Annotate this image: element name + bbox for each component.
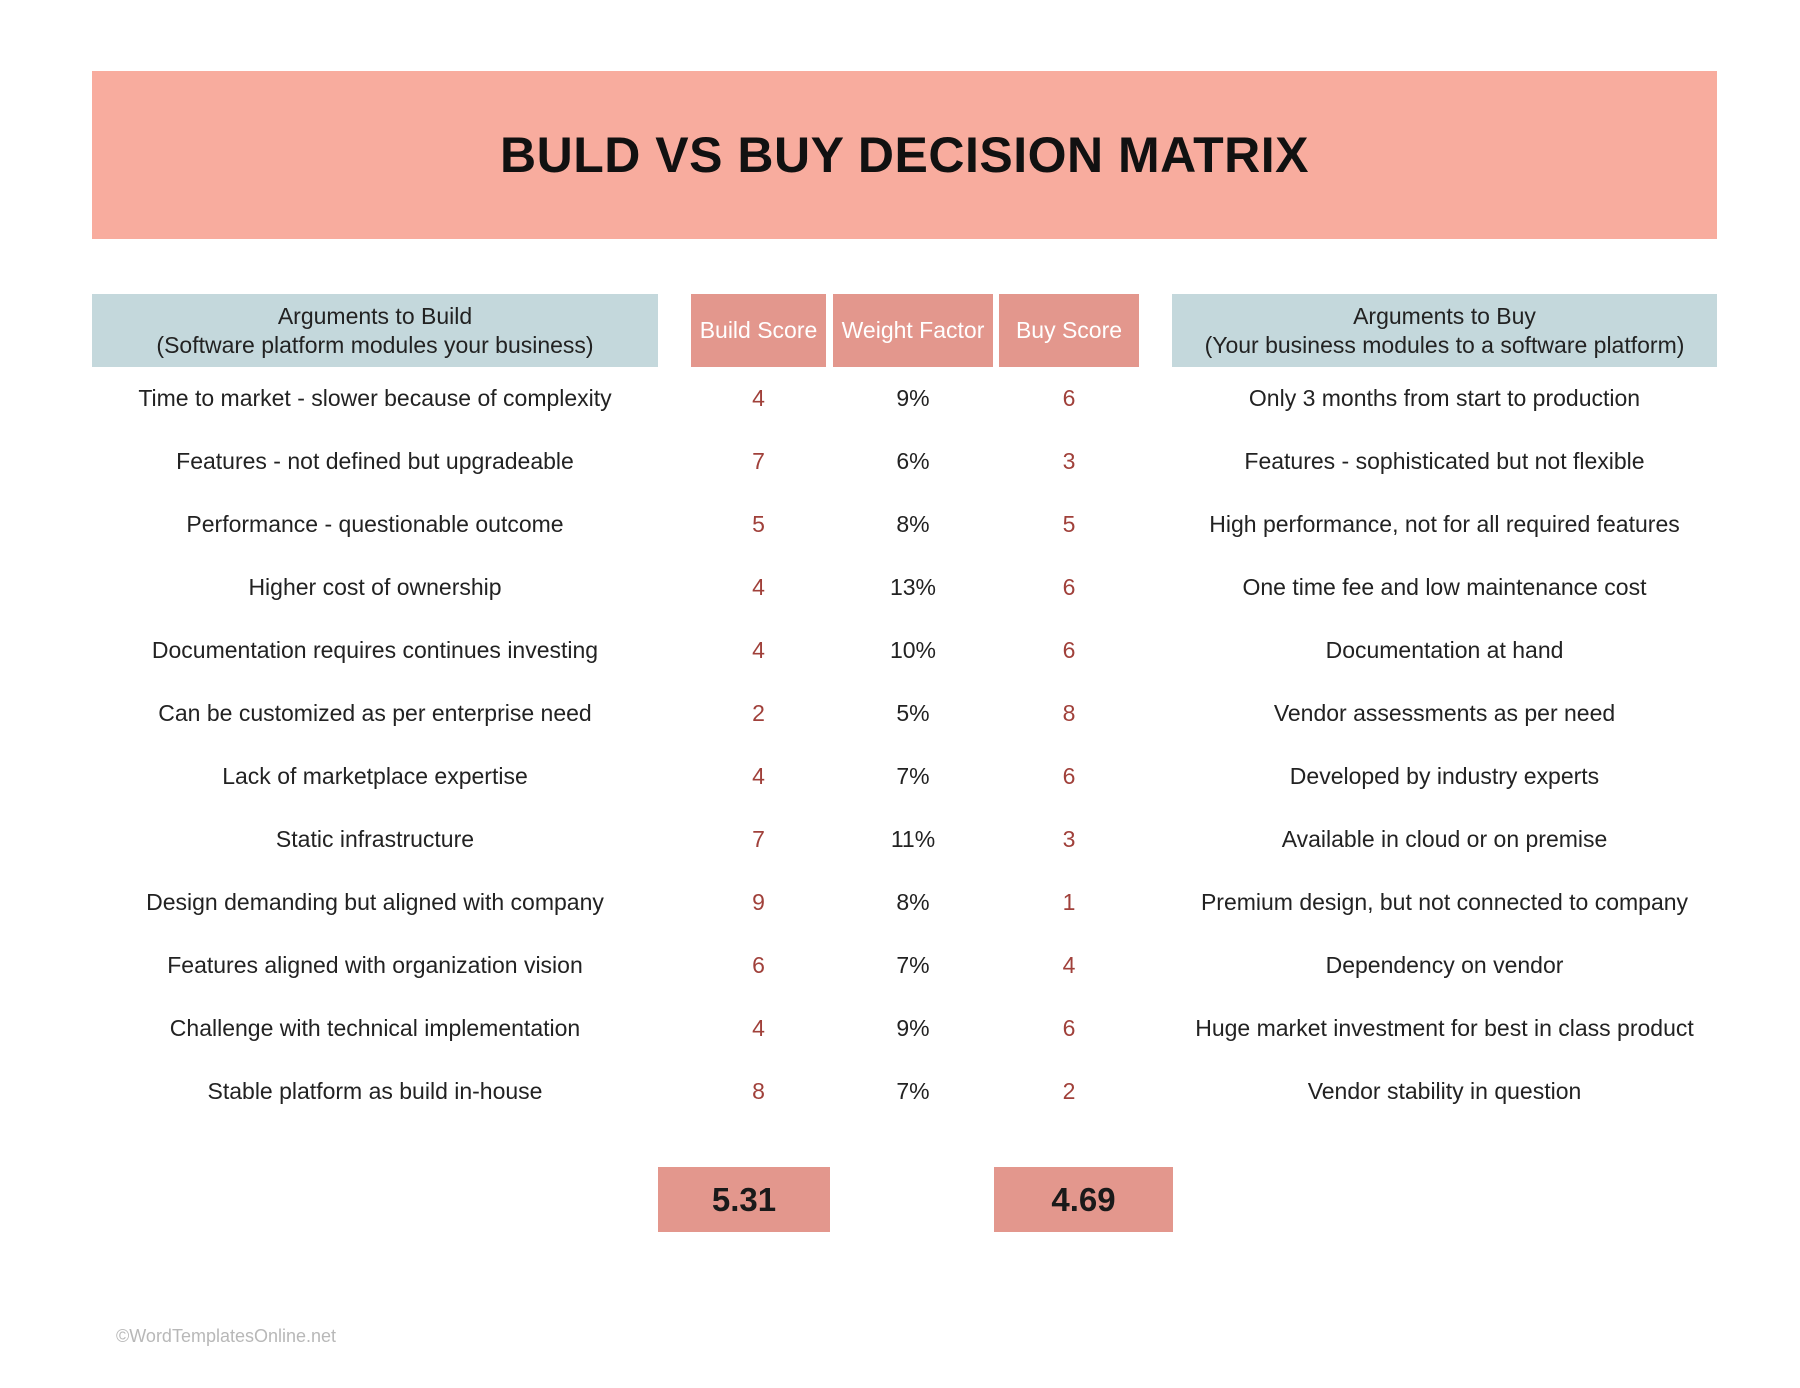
build-score-cell: 4 (752, 1015, 765, 1041)
buy-argument-cell: Only 3 months from start to production (1248, 385, 1641, 411)
footer-copyright: ©WordTemplatesOnline.net (116, 1326, 337, 1346)
build-argument-cell: Static infrastructure (275, 826, 475, 852)
table-row: Documentation requires continues investi… (0, 619, 1800, 682)
title-banner: BULD VS BUY DECISION MATRIX (92, 71, 1717, 239)
buy-score-cell: 6 (1062, 763, 1076, 789)
build-score-cell: 7 (752, 448, 765, 474)
buy-score-cell: 6 (1062, 385, 1076, 411)
build-argument-cell: Lack of marketplace expertise (222, 763, 528, 789)
weight-factor-cell: 11% (890, 826, 936, 852)
buy-argument-cell: One time fee and low maintenance cost (1242, 574, 1647, 600)
buy-argument-cell: Vendor stability in question (1307, 1078, 1582, 1104)
buy-score-cell: 6 (1062, 637, 1076, 663)
build-argument-cell: Features - not defined but upgradeable (176, 448, 574, 474)
buy-argument-cell: Developed by industry experts (1289, 763, 1600, 789)
buy-argument-cell: Documentation at hand (1325, 637, 1564, 663)
header-arguments-to-build: Arguments to Build (Software platform mo… (92, 294, 658, 367)
build-argument-cell: Documentation requires continues investi… (151, 637, 599, 663)
header-arguments-to-buy: Arguments to Buy (Your business modules … (1172, 294, 1717, 367)
table-row: Lack of marketplace expertise 4 7% 6 Develop… (0, 745, 1800, 808)
table-row: Design demanding but aligned with compan… (0, 871, 1800, 934)
total-build-score: 5.31 (658, 1167, 830, 1232)
table-row: Performance - questionable outcome 5 8% 5 Hi… (0, 493, 1800, 556)
weight-factor-cell: 13% (889, 574, 937, 600)
build-argument-cell: Time to market - slower because of compl… (138, 385, 612, 411)
build-argument-cell: Higher cost of ownership (248, 574, 502, 600)
page-title: BULD VS BUY DECISION MATRIX (500, 127, 1309, 183)
build-argument-cell: Design demanding but aligned with compan… (146, 889, 604, 915)
table-row: Static infrastructure 7 11% 3 Available in c… (0, 808, 1800, 871)
header-build-args-line1: Arguments to Build (277, 302, 473, 329)
weight-factor-cell: 7% (896, 763, 930, 789)
weight-factor-cell: 7% (896, 952, 930, 978)
weight-factor-cell: 6% (896, 448, 930, 474)
buy-score-cell: 3 (1062, 448, 1076, 474)
build-score-cell: 6 (752, 952, 765, 978)
weight-factor-cell: 9% (896, 1015, 930, 1041)
buy-score-cell: 4 (1062, 952, 1076, 978)
buy-score-cell: 3 (1062, 826, 1076, 852)
table-row: Higher cost of ownership 4 13% 6 One time fe… (0, 556, 1800, 619)
weight-factor-cell: 7% (896, 1078, 930, 1104)
header-buy-args-line2: (Your business modules to a software pla… (1204, 331, 1685, 358)
build-score-cell: 5 (752, 511, 765, 537)
buy-argument-cell: Huge market investment for best in class… (1195, 1015, 1694, 1041)
buy-argument-cell: Features - sophisticated but not flexibl… (1244, 448, 1645, 474)
buy-score-cell: 1 (1062, 889, 1076, 915)
buy-argument-cell: Premium design, but not connected to com… (1200, 889, 1689, 915)
table-row: Can be customized as per enterprise need… (0, 682, 1800, 745)
buy-score-cell: 5 (1062, 511, 1076, 537)
build-score-cell: 2 (752, 700, 765, 726)
buy-argument-cell: Available in cloud or on premise (1281, 826, 1608, 852)
table-row: Features - not defined but upgradeable 7 6… (0, 430, 1800, 493)
build-score-cell: 9 (752, 889, 765, 915)
build-argument-cell: Can be customized as per enterprise need (158, 700, 592, 726)
build-argument-cell: Features aligned with organization visio… (167, 952, 583, 978)
build-argument-cell: Stable platform as build in-house (207, 1078, 543, 1104)
header-buy-score: Buy Score (999, 294, 1139, 367)
weight-factor-cell: 10% (889, 637, 937, 663)
table-row: Features aligned with organization visio… (0, 934, 1800, 997)
buy-argument-cell: High performance, not for all required f… (1209, 511, 1680, 537)
weight-factor-cell: 8% (896, 511, 930, 537)
build-score-cell: 4 (752, 637, 765, 663)
weight-factor-cell: 5% (896, 700, 930, 726)
header-weight-factor: Weight Factor (833, 294, 993, 367)
weight-factor-cell: 8% (896, 889, 930, 915)
build-argument-cell: Challenge with technical implementation (169, 1015, 581, 1041)
build-score-cell: 8 (752, 1078, 765, 1104)
table-row: Stable platform as build in-house 8 7% 2 Ven… (0, 1060, 1800, 1123)
weight-factor-cell: 9% (896, 385, 930, 411)
table-row: Challenge with technical implementation 4… (0, 997, 1800, 1060)
header-buy-args-line1: Arguments to Buy (1353, 302, 1536, 329)
build-score-cell: 4 (752, 763, 765, 789)
build-score-cell: 4 (752, 385, 765, 411)
buy-score-cell: 6 (1062, 574, 1076, 600)
build-argument-cell: Performance - questionable outcome (186, 511, 564, 537)
table-row: Time to market - slower because of compl… (0, 367, 1800, 430)
buy-score-cell: 2 (1062, 1078, 1076, 1104)
buy-argument-cell: Dependency on vendor (1325, 952, 1564, 978)
build-score-cell: 7 (752, 826, 765, 852)
header-build-score: Build Score (691, 294, 826, 367)
build-score-cell: 4 (752, 574, 765, 600)
buy-argument-cell: Vendor assessments as per need (1273, 700, 1616, 726)
header-build-args-line2: (Software platform modules your business… (156, 331, 594, 358)
buy-score-cell: 6 (1062, 1015, 1076, 1041)
total-buy-score: 4.69 (994, 1167, 1173, 1232)
buy-score-cell: 8 (1062, 700, 1076, 726)
